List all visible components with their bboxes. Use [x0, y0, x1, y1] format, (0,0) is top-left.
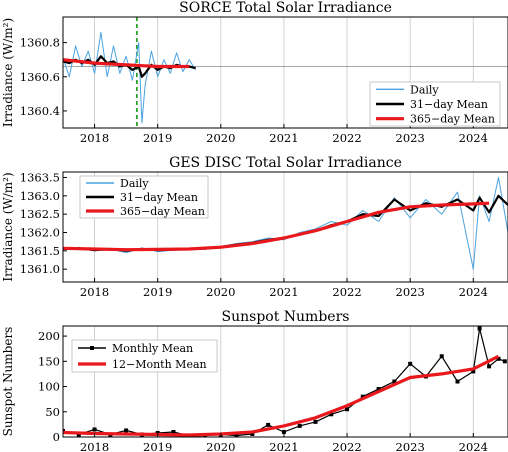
- x-tick-label: 2023: [396, 440, 425, 452]
- legend-label: Daily: [410, 83, 439, 96]
- series-line-12-month-mean: [63, 354, 500, 437]
- y-axis-label: Irradiance (W/m²): [1, 18, 15, 127]
- x-tick-label: 2022: [332, 440, 361, 452]
- axes-frame: [62, 325, 508, 438]
- series-line-daily: [63, 177, 508, 270]
- legend-label: 365−day Mean: [120, 205, 205, 218]
- legend: Daily 31−day Mean 365−day Mean: [369, 81, 501, 127]
- y-tick-label: 1360.8: [20, 36, 60, 50]
- data-point: [313, 419, 318, 424]
- axes-frame: [62, 171, 508, 283]
- series-group: [63, 31, 197, 124]
- chart-panel-1: 2018 2019 2020 2021 2022 2023 2024 1360.4 1360.6…: [1, 0, 508, 145]
- legend-label: 31−day Mean: [410, 98, 488, 111]
- x-tick-label: 2021: [269, 440, 298, 452]
- x-tick-label: 2019: [143, 440, 172, 452]
- x-tick-label: 2022: [332, 285, 361, 299]
- data-point: [487, 364, 492, 369]
- data-point: [471, 369, 476, 374]
- y-tick-label: 1360.4: [20, 104, 60, 118]
- data-point: [477, 326, 482, 331]
- y-tick-label: 1362.5: [20, 207, 60, 221]
- legend-label: 12−Month Mean: [112, 358, 207, 371]
- y-tick-label: 1361.5: [20, 244, 60, 258]
- y-tick-label: 1360.6: [20, 70, 60, 84]
- series-line-daily: [63, 31, 197, 124]
- y-tick-label: 200: [38, 329, 60, 343]
- x-tick-label: 2020: [206, 131, 235, 145]
- x-tick-label: 2024: [459, 285, 488, 299]
- y-tick-label: 150: [38, 354, 60, 368]
- y-tick-label: 0: [53, 430, 60, 444]
- data-point: [502, 359, 507, 364]
- legend-label: Monthly Mean: [112, 342, 193, 355]
- data-point: [171, 429, 176, 434]
- x-tick-label: 2021: [269, 131, 298, 145]
- data-point: [376, 387, 381, 392]
- chart-panel-3: 2018 2019 2020 2021 2022 2023 2024 0 50 100 150 200…: [1, 309, 508, 452]
- data-point: [408, 361, 413, 366]
- x-tick-label: 2024: [459, 440, 488, 452]
- x-tick-label: 2019: [143, 285, 172, 299]
- y-tick-label: 1363.0: [20, 189, 60, 203]
- data-point: [455, 379, 460, 384]
- data-point: [392, 379, 397, 384]
- y-tick-label: 1362.0: [20, 226, 60, 240]
- x-tick-label: 2020: [206, 440, 235, 452]
- series-group: [63, 177, 508, 270]
- legend-box: [71, 339, 218, 373]
- axes-frame: [62, 16, 508, 129]
- x-tick-label: 2018: [80, 440, 109, 452]
- series-line-365-day-mean: [63, 58, 190, 69]
- chart-title: GES DISC Total Solar Irradiance: [169, 155, 402, 171]
- y-axis-label: Irradiance (W/m²): [1, 172, 15, 281]
- legend-label: Daily: [120, 177, 149, 190]
- y-tick-label: 1361.0: [20, 262, 60, 276]
- data-point: [360, 394, 365, 399]
- legend-label: 31−day Mean: [120, 191, 198, 204]
- legend-marker: [90, 346, 94, 350]
- x-tick-label: 2023: [396, 285, 425, 299]
- y-tick-label: 1363.5: [20, 171, 60, 185]
- x-tick-label: 2018: [80, 131, 109, 145]
- data-point: [92, 427, 97, 432]
- data-point: [281, 429, 286, 434]
- chart-title: SORCE Total Solar Irradiance: [179, 0, 392, 16]
- data-point: [496, 356, 501, 361]
- legend: Monthly Mean 12−Month Mean: [71, 339, 218, 373]
- x-tick-label: 2018: [80, 285, 109, 299]
- x-tick-label: 2019: [143, 131, 172, 145]
- y-tick-label: 100: [38, 380, 60, 394]
- x-tick-label: 2024: [459, 131, 488, 145]
- legend-label: 365−day Mean: [410, 113, 495, 126]
- data-point: [266, 422, 271, 427]
- data-point: [250, 431, 255, 436]
- chart-panel-2: 2018 2019 2020 2021 2022 2023 2024 1361.0 1361.5…: [1, 155, 508, 299]
- data-point: [329, 412, 334, 417]
- data-point: [234, 433, 239, 437]
- x-tick-label: 2020: [206, 285, 235, 299]
- data-point: [297, 423, 302, 428]
- data-point: [345, 407, 350, 412]
- series-line-365-day-mean: [63, 201, 490, 252]
- x-tick-label: 2021: [269, 285, 298, 299]
- chart-title: Sunspot Numbers: [222, 309, 350, 325]
- x-tick-label: 2023: [396, 131, 425, 145]
- y-axis-label: Sunspot Numbers: [1, 327, 15, 437]
- data-point: [439, 354, 444, 359]
- y-tick-label: 50: [45, 405, 60, 419]
- x-tick-label: 2022: [332, 131, 361, 145]
- data-point: [124, 428, 129, 433]
- series-group: [63, 326, 507, 437]
